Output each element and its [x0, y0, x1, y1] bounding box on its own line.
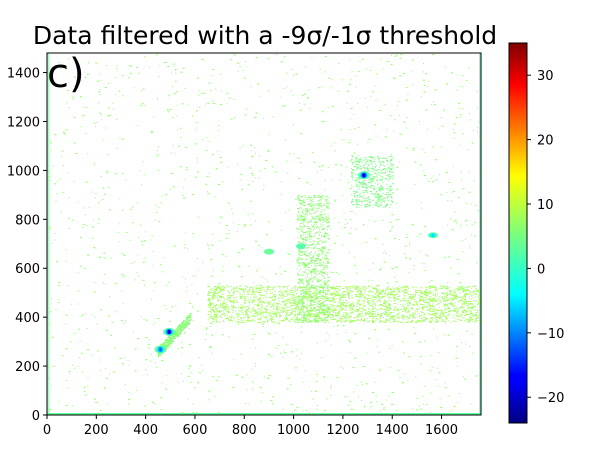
y-tick-label: 1200 — [7, 115, 40, 130]
y-tick-label: 800 — [15, 213, 40, 228]
y-tick-label: 400 — [15, 311, 40, 326]
plot-frame — [46, 52, 482, 416]
x-tick-label: 1400 — [376, 423, 409, 438]
colorbar-tick-label: 20 — [537, 134, 554, 149]
hotspot-lower-a — [154, 345, 167, 354]
plot-background — [47, 53, 481, 415]
chart-title: Data filtered with a -9σ/-1σ threshold — [33, 21, 497, 50]
y-axis: 0 200 400 600 800 1000 1200 1400 — [7, 67, 47, 424]
streak-upper — [350, 155, 395, 208]
colorbar-gradient — [508, 42, 528, 424]
y-tick-label: 1400 — [7, 67, 40, 82]
x-tick-label: 1600 — [425, 423, 458, 438]
plot-area: 0 200 400 600 800 1000 1200 1400 1600 0 200 400 600… — [7, 52, 482, 438]
x-tick-label: 1000 — [277, 423, 310, 438]
x-axis: 0 200 400 600 800 1000 1200 1400 1600 — [43, 415, 458, 438]
hotspot-upper — [357, 171, 370, 180]
edge-strip-right — [479, 53, 481, 415]
colorbar-ticks: −20 −10 0 10 20 30 — [527, 69, 564, 406]
colorbar-tick-label: −20 — [537, 391, 564, 406]
spot-mid-a — [263, 248, 274, 255]
colorbar: −20 −10 0 10 20 30 — [508, 42, 564, 424]
colorbar-tick-label: 10 — [537, 198, 554, 213]
colorbar-tick-label: 0 — [537, 262, 545, 277]
hotspot-right — [427, 232, 438, 239]
streak-lower — [158, 313, 192, 358]
x-tick-label: 1200 — [326, 423, 359, 438]
x-tick-label: 400 — [133, 423, 158, 438]
vertical-band — [296, 194, 331, 323]
panel-label: c) — [47, 51, 85, 97]
y-tick-label: 0 — [32, 409, 40, 424]
x-tick-label: 800 — [232, 423, 257, 438]
spot-mid-b — [295, 243, 306, 250]
y-tick-label: 600 — [15, 262, 40, 277]
horizontal-band — [207, 285, 481, 324]
colorbar-tick-label: −10 — [537, 327, 564, 342]
y-tick-label: 200 — [15, 360, 40, 375]
x-tick-label: 600 — [183, 423, 208, 438]
y-tick-label: 1000 — [7, 164, 40, 179]
x-tick-label: 200 — [84, 423, 109, 438]
hotspot-lower-b — [163, 327, 176, 336]
edge-strip-left — [47, 53, 49, 415]
x-tick-label: 0 — [43, 423, 51, 438]
heatmap-layer — [47, 53, 481, 415]
edge-strip-bottom — [47, 413, 481, 415]
colorbar-tick-label: 30 — [537, 69, 554, 84]
